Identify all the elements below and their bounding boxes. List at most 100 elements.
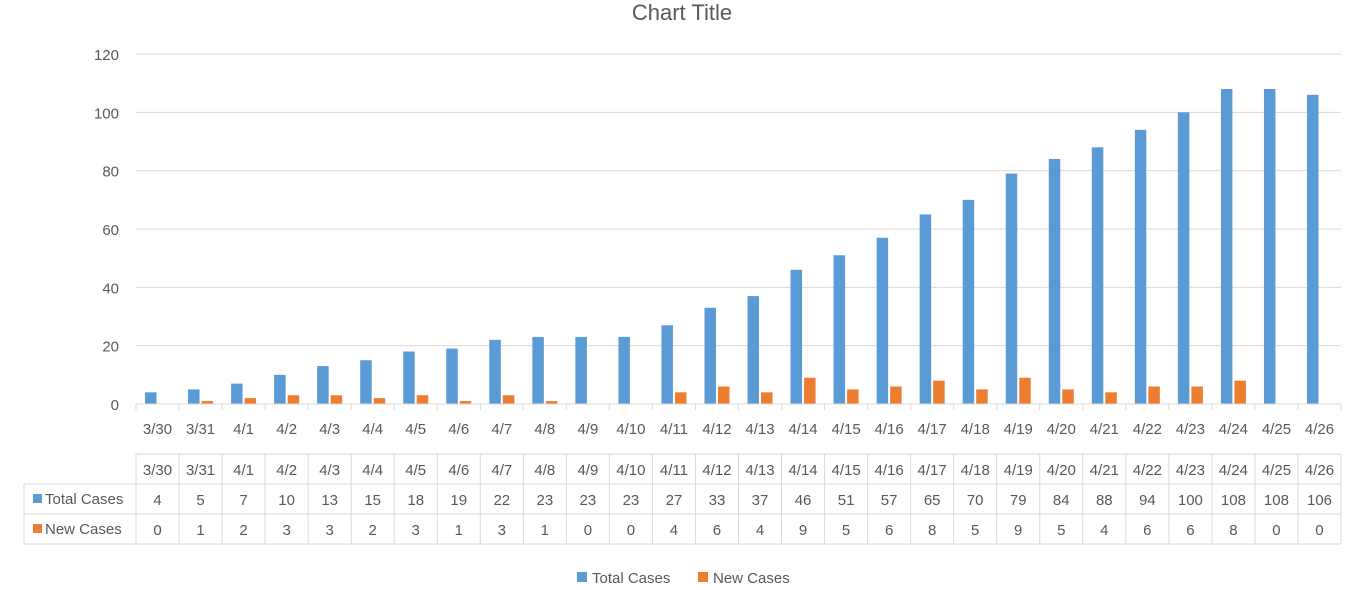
table-value-cell: 3	[325, 522, 333, 539]
x-tick-label: 4/12	[702, 421, 731, 438]
x-tick-label: 4/22	[1133, 421, 1162, 438]
table-value-cell: 2	[369, 522, 377, 539]
table-value-cell: 23	[623, 492, 640, 509]
chart-title: Chart Title	[632, 0, 732, 25]
table-header-cell: 4/5	[405, 462, 426, 479]
table-value-cell: 9	[1014, 522, 1022, 539]
table-header-cell: 4/4	[362, 462, 383, 479]
table-header-cell: 4/15	[831, 462, 860, 479]
table-header-cell: 4/6	[448, 462, 469, 479]
x-tick-label: 4/4	[362, 421, 383, 438]
x-tick-label: 4/10	[616, 421, 645, 438]
y-tick-label: 40	[102, 280, 119, 297]
table-value-cell: 3	[412, 522, 420, 539]
table-value-cell: 27	[666, 492, 683, 509]
table-value-cell: 1	[541, 522, 549, 539]
table-header-cell: 4/3	[319, 462, 340, 479]
bar-total-cases	[360, 360, 372, 404]
bar-new-cases	[1148, 386, 1160, 404]
bar-total-cases	[489, 339, 501, 404]
table-value-cell: 0	[627, 522, 635, 539]
table-header-cell: 3/31	[186, 462, 215, 479]
bar-total-cases	[661, 325, 673, 404]
table-value-cell: 15	[364, 492, 381, 509]
table-value-cell: 13	[321, 492, 338, 509]
table-value-cell: 84	[1053, 492, 1070, 509]
bar-total-cases	[1134, 129, 1147, 405]
bar-new-cases	[502, 395, 515, 404]
table-value-cell: 4	[756, 522, 764, 539]
x-tick-label: 3/31	[186, 421, 215, 438]
x-tick-label: 4/1	[233, 421, 254, 438]
table-series-label: Total Cases	[45, 491, 123, 508]
table-value-cell: 8	[1229, 522, 1237, 539]
bar-total-cases	[833, 255, 846, 404]
table-header-cell: 4/12	[702, 462, 731, 479]
bar-total-cases	[1091, 147, 1104, 405]
table-value-cell: 6	[1186, 522, 1194, 539]
legend: Total Cases New Cases	[577, 570, 790, 587]
table-header-cell: 4/14	[788, 462, 817, 479]
table-header-cell: 4/22	[1133, 462, 1162, 479]
table-header-cell: 4/20	[1047, 462, 1076, 479]
table-value-cell: 6	[885, 522, 893, 539]
table-value-cell: 5	[971, 522, 979, 539]
bar-new-cases	[1234, 380, 1246, 404]
table-header-cell: 4/13	[745, 462, 774, 479]
x-tick-label: 4/24	[1219, 421, 1248, 438]
bar-total-cases	[962, 199, 975, 404]
bar-new-cases	[244, 398, 257, 404]
table-value-cell: 88	[1096, 492, 1113, 509]
table-value-cell: 4	[153, 492, 161, 509]
bar-new-cases	[804, 377, 816, 404]
x-tick-label: 4/25	[1262, 421, 1291, 438]
table-value-cell: 100	[1178, 492, 1203, 509]
table-value-cell: 57	[881, 492, 898, 509]
y-tick-label: 100	[94, 105, 119, 122]
bar-new-cases	[976, 389, 988, 404]
total-cases-legend-key	[33, 494, 42, 503]
x-tick-label: 4/7	[491, 421, 512, 438]
bar-total-cases	[532, 336, 544, 404]
table-value-cell: 23	[580, 492, 597, 509]
table-value-cell: 0	[1315, 522, 1323, 539]
table-header-cell: 4/21	[1090, 462, 1119, 479]
table-value-cell: 6	[713, 522, 721, 539]
table-value-cell: 19	[450, 492, 467, 509]
table-header-cell: 4/16	[875, 462, 904, 479]
data-table: 3/30 3/31 4/1 4/2 4/3 4/4 4/5 4/6 4/7 4/8 4/9 4/10 4…	[23, 453, 1342, 545]
x-tick-label: 4/2	[276, 421, 297, 438]
bar-total-cases	[790, 269, 803, 404]
table-value-cell: 79	[1010, 492, 1027, 509]
x-tick-label: 4/5	[405, 421, 426, 438]
legend-label: New Cases	[713, 570, 790, 585]
table-header-cell: 4/24	[1219, 462, 1248, 479]
legend-label: Total Cases	[592, 570, 670, 585]
x-tick-label: 4/16	[875, 421, 904, 438]
bar-total-cases	[747, 296, 760, 404]
x-tick-label: 4/17	[918, 421, 947, 438]
bar-new-cases	[1062, 389, 1074, 404]
x-tick-label: 4/20	[1047, 421, 1076, 438]
x-tick-label: 4/14	[788, 421, 817, 438]
y-tick-label: 60	[102, 222, 119, 239]
table-value-cell: 108	[1264, 492, 1289, 509]
table-value-cell: 4	[1100, 522, 1108, 539]
table-value-cell: 65	[924, 492, 941, 509]
table-value-cell: 3	[282, 522, 290, 539]
table-value-cell: 70	[967, 492, 984, 509]
bar-total-cases	[231, 383, 243, 404]
legend-key-total-cases	[577, 572, 587, 582]
bar-new-cases	[330, 395, 343, 404]
table-value-cell: 4	[670, 522, 678, 539]
bar-total-cases	[1263, 89, 1276, 404]
x-tick-label: 4/11	[660, 421, 688, 438]
bar-total-cases	[1306, 94, 1319, 404]
y-tick-label: 20	[102, 339, 119, 356]
table-header-cell: 4/1	[233, 462, 254, 479]
table-header-cell: 4/18	[961, 462, 990, 479]
table-value-cell: 1	[455, 522, 463, 539]
table-header-cell: 4/17	[918, 462, 947, 479]
table-value-cell: 33	[709, 492, 726, 509]
table-value-cell: 0	[584, 522, 592, 539]
